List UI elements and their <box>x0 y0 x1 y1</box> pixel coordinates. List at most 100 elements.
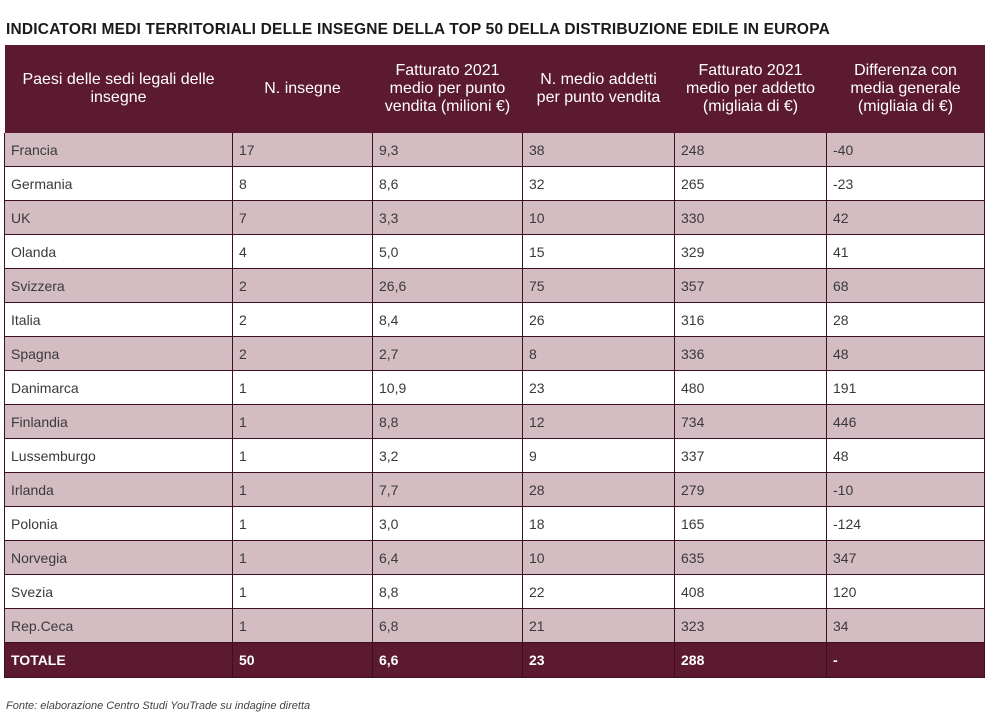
value-cell: 41 <box>826 234 985 269</box>
country-cell: Olanda <box>4 234 233 269</box>
value-cell: 3,3 <box>372 200 523 235</box>
value-cell: 2,7 <box>372 336 523 371</box>
value-cell: 38 <box>522 133 675 167</box>
value-cell: 9 <box>522 438 675 473</box>
value-cell: 1 <box>232 540 373 575</box>
source-note: Fonte: elaborazione Centro Studi YouTrad… <box>6 700 311 712</box>
header-fatturato-addetto: Fatturato 2021 medio per addetto (miglia… <box>674 45 827 133</box>
value-cell: 2 <box>232 302 373 337</box>
header-differenza: Differenza con media generale (migliaia … <box>826 45 985 133</box>
value-cell: 42 <box>826 200 985 235</box>
value-cell: 28 <box>826 302 985 337</box>
total-cell: 23 <box>522 642 675 678</box>
value-cell: 22 <box>522 574 675 609</box>
table-row: Norvegia 1 6,4 10 635 347 <box>4 540 985 575</box>
total-cell: TOTALE <box>4 642 233 678</box>
value-cell: 10 <box>522 200 675 235</box>
country-cell: Svizzera <box>4 268 233 303</box>
value-cell: -23 <box>826 166 985 201</box>
value-cell: 1 <box>232 370 373 405</box>
value-cell: 329 <box>674 234 827 269</box>
value-cell: 9,3 <box>372 133 523 167</box>
table-row: Irlanda 1 7,7 28 279 -10 <box>4 472 985 507</box>
total-row: TOTALE 50 6,6 23 288 - <box>4 642 985 678</box>
country-cell: Polonia <box>4 506 233 541</box>
table-row: Finlandia 1 8,8 12 734 446 <box>4 404 985 439</box>
table-row: Francia 17 9,3 38 248 -40 <box>4 133 985 167</box>
country-cell: Francia <box>4 133 233 167</box>
country-cell: Irlanda <box>4 472 233 507</box>
value-cell: -10 <box>826 472 985 507</box>
value-cell: 7,7 <box>372 472 523 507</box>
value-cell: 4 <box>232 234 373 269</box>
value-cell: 1 <box>232 438 373 473</box>
value-cell: 32 <box>522 166 675 201</box>
table-row: Olanda 4 5,0 15 329 41 <box>4 234 985 269</box>
country-cell: Norvegia <box>4 540 233 575</box>
table-row: Germania 8 8,6 32 265 -23 <box>4 166 985 201</box>
value-cell: 8,8 <box>372 404 523 439</box>
value-cell: 1 <box>232 506 373 541</box>
table-row: Italia 2 8,4 26 316 28 <box>4 302 985 337</box>
value-cell: 165 <box>674 506 827 541</box>
value-cell: 8,6 <box>372 166 523 201</box>
country-cell: Lussemburgo <box>4 438 233 473</box>
data-table: Paesi delle sedi legali delle insegne N.… <box>4 45 985 678</box>
value-cell: 279 <box>674 472 827 507</box>
header-fatturato-pv: Fatturato 2021 medio per punto vendita (… <box>372 45 523 133</box>
value-cell: 6,4 <box>372 540 523 575</box>
country-cell: Finlandia <box>4 404 233 439</box>
value-cell: 1 <box>232 404 373 439</box>
value-cell: 23 <box>522 370 675 405</box>
value-cell: 2 <box>232 268 373 303</box>
total-cell: 6,6 <box>372 642 523 678</box>
table-body: Francia 17 9,3 38 248 -40 Germania 8 8,6 32 265 -23… <box>4 133 985 643</box>
value-cell: 408 <box>674 574 827 609</box>
total-cell: 50 <box>232 642 373 678</box>
value-cell: 1 <box>232 472 373 507</box>
country-cell: Italia <box>4 302 233 337</box>
value-cell: 2 <box>232 336 373 371</box>
value-cell: 635 <box>674 540 827 575</box>
value-cell: 18 <box>522 506 675 541</box>
value-cell: 5,0 <box>372 234 523 269</box>
value-cell: 1 <box>232 574 373 609</box>
value-cell: 17 <box>232 133 373 167</box>
header-addetti-pv: N. medio addetti per punto vendita <box>522 45 675 133</box>
value-cell: 34 <box>826 608 985 643</box>
value-cell: 357 <box>674 268 827 303</box>
value-cell: 480 <box>674 370 827 405</box>
value-cell: 75 <box>522 268 675 303</box>
table-row: UK 7 3,3 10 330 42 <box>4 200 985 235</box>
value-cell: 8,8 <box>372 574 523 609</box>
value-cell: 323 <box>674 608 827 643</box>
value-cell: 265 <box>674 166 827 201</box>
value-cell: -124 <box>826 506 985 541</box>
table-row: Rep.Ceca 1 6,8 21 323 34 <box>4 608 985 643</box>
country-cell: Svezia <box>4 574 233 609</box>
value-cell: 48 <box>826 336 985 371</box>
table-row: Lussemburgo 1 3,2 9 337 48 <box>4 438 985 473</box>
value-cell: 316 <box>674 302 827 337</box>
value-cell: 337 <box>674 438 827 473</box>
value-cell: 26 <box>522 302 675 337</box>
value-cell: 3,0 <box>372 506 523 541</box>
value-cell: 12 <box>522 404 675 439</box>
value-cell: 15 <box>522 234 675 269</box>
country-cell: Germania <box>4 166 233 201</box>
value-cell: 734 <box>674 404 827 439</box>
value-cell: 3,2 <box>372 438 523 473</box>
value-cell: 248 <box>674 133 827 167</box>
table-row: Danimarca 1 10,9 23 480 191 <box>4 370 985 405</box>
total-cell: - <box>826 642 985 678</box>
value-cell: 8 <box>522 336 675 371</box>
country-cell: UK <box>4 200 233 235</box>
country-cell: Rep.Ceca <box>4 608 233 643</box>
value-cell: 8 <box>232 166 373 201</box>
value-cell: 68 <box>826 268 985 303</box>
value-cell: 10 <box>522 540 675 575</box>
header-country: Paesi delle sedi legali delle insegne <box>4 45 233 133</box>
value-cell: 26,6 <box>372 268 523 303</box>
table-row: Svizzera 2 26,6 75 357 68 <box>4 268 985 303</box>
value-cell: 10,9 <box>372 370 523 405</box>
